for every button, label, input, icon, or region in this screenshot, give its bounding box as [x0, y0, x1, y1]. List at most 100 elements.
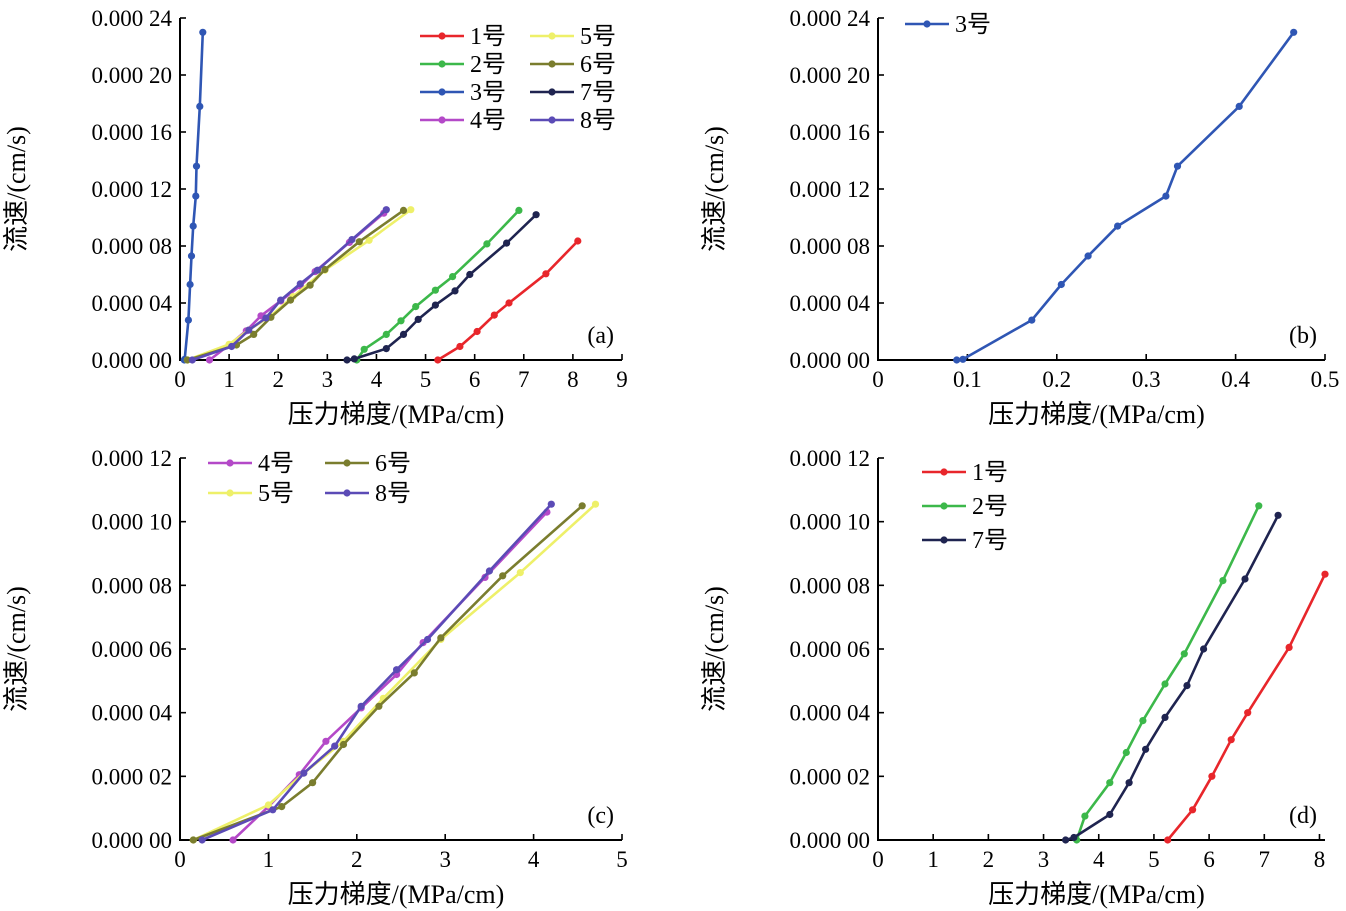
legend: 3号 — [905, 12, 991, 38]
panel-c: 0 1 2 3 4 5 0.000 00 0.000 02 0.000 04 0.000 06 0.… — [2, 446, 628, 909]
data-point — [449, 273, 457, 281]
y-tick-label: 0.000 04 — [92, 701, 173, 726]
data-point — [437, 634, 445, 642]
series-line — [191, 208, 388, 362]
x-tick-label: 5 — [616, 847, 628, 872]
data-point — [431, 301, 439, 309]
data-point — [1081, 812, 1089, 820]
data-point — [1173, 162, 1182, 170]
y-tick-label: 0.000 20 — [790, 63, 871, 88]
y-tick-label: 0.000 06 — [92, 637, 173, 662]
panel-d: 0 1 2 3 4 5 6 7 8 0.000 00 0.000 02 0.000 04 0.000 0… — [700, 446, 1329, 909]
data-point — [431, 286, 439, 294]
series-line — [346, 213, 538, 362]
data-point — [339, 740, 348, 749]
x-tick-label: 0.3 — [1132, 367, 1161, 392]
data-point — [1321, 570, 1329, 578]
x-axis-label: 压力梯度/(MPa/cm) — [988, 880, 1205, 909]
data-point — [1057, 280, 1065, 289]
data-point — [1122, 748, 1130, 757]
data-point — [1106, 810, 1114, 819]
data-point — [1161, 713, 1169, 722]
legend-label: 2号 — [972, 494, 1008, 520]
y-tick-label: 0.000 04 — [790, 291, 871, 316]
y-tick-label: 0.000 12 — [92, 446, 173, 471]
series-line — [201, 503, 553, 842]
data-point — [1274, 511, 1282, 519]
data-point — [250, 330, 258, 338]
x-tick-label: 4 — [528, 847, 540, 872]
legend-swatch-marker — [548, 88, 556, 96]
data-point — [245, 326, 253, 334]
data-point — [1062, 836, 1070, 844]
data-point — [350, 355, 358, 363]
y-tick-label: 0.000 10 — [92, 510, 173, 535]
y-tick-label: 0.000 00 — [92, 348, 173, 373]
series-line — [1166, 573, 1327, 841]
series-3 — [1062, 511, 1282, 844]
data-point — [1219, 577, 1227, 585]
data-point — [277, 296, 285, 304]
data-point — [1084, 252, 1092, 260]
x-tick-label: 5 — [1148, 847, 1160, 872]
data-point — [365, 236, 373, 244]
legend-swatch-marker — [438, 116, 446, 124]
legend-swatch-marker — [923, 20, 931, 28]
x-tick-label: 4 — [1093, 847, 1105, 872]
data-point — [313, 266, 322, 274]
y-tick-label: 0.000 08 — [790, 573, 871, 598]
x-tick-label: 6 — [469, 367, 481, 392]
data-point — [205, 356, 214, 364]
x-tick-label: 4 — [371, 367, 383, 392]
legend-label: 1号 — [972, 460, 1008, 486]
series-3 — [180, 28, 207, 364]
panel-label: (c) — [587, 803, 614, 829]
x-tick-label: 3 — [1038, 847, 1050, 872]
data-point — [407, 206, 415, 214]
series-line — [183, 32, 205, 361]
x-tick-label: 1 — [927, 847, 939, 872]
y-tick-label: 0.000 00 — [790, 348, 871, 373]
data-point — [321, 265, 329, 274]
data-point — [505, 299, 513, 307]
x-tick-label: 3 — [439, 847, 451, 872]
x-tick-label: 0 — [174, 847, 186, 872]
series-line — [192, 503, 597, 842]
y-tick-label: 0.000 16 — [790, 120, 871, 145]
legend-label: 7号 — [972, 528, 1008, 554]
data-point — [1227, 736, 1235, 744]
legend-swatch-marker — [226, 459, 234, 467]
data-point — [423, 635, 432, 644]
panel-a: 0 1 2 3 4 5 6 7 8 9 0.000 00 0.000 04 0.000 08 0.000 … — [2, 6, 628, 429]
data-point — [490, 311, 498, 319]
y-tick-label: 0.000 04 — [92, 291, 173, 316]
x-tick-label: 0.5 — [1311, 367, 1340, 392]
data-point — [343, 356, 351, 364]
x-tick-label: 0.4 — [1221, 367, 1250, 392]
data-point — [578, 502, 586, 510]
legend-label: 2号 — [470, 52, 506, 78]
legend-label: 6号 — [375, 451, 411, 477]
y-tick-label: 0.000 02 — [92, 764, 173, 789]
data-point — [499, 572, 507, 580]
data-point — [399, 330, 408, 338]
data-point — [1200, 645, 1208, 653]
data-point — [331, 742, 339, 750]
y-tick-label: 0.000 02 — [790, 764, 871, 789]
y-tick-label: 0.000 00 — [790, 828, 871, 853]
data-point — [485, 567, 493, 575]
data-point — [1125, 779, 1133, 787]
data-point — [309, 779, 317, 787]
panel-label: (d) — [1289, 803, 1317, 829]
legend-swatch-marker — [940, 468, 948, 476]
data-point — [547, 500, 555, 508]
legend-label: 1号 — [470, 24, 506, 50]
data-point — [1285, 643, 1293, 652]
data-point — [186, 280, 194, 289]
y-tick-label: 0.000 04 — [790, 701, 871, 726]
series-1 — [434, 237, 582, 364]
series-3 — [189, 502, 586, 844]
data-point — [473, 327, 481, 336]
data-point — [574, 237, 582, 245]
